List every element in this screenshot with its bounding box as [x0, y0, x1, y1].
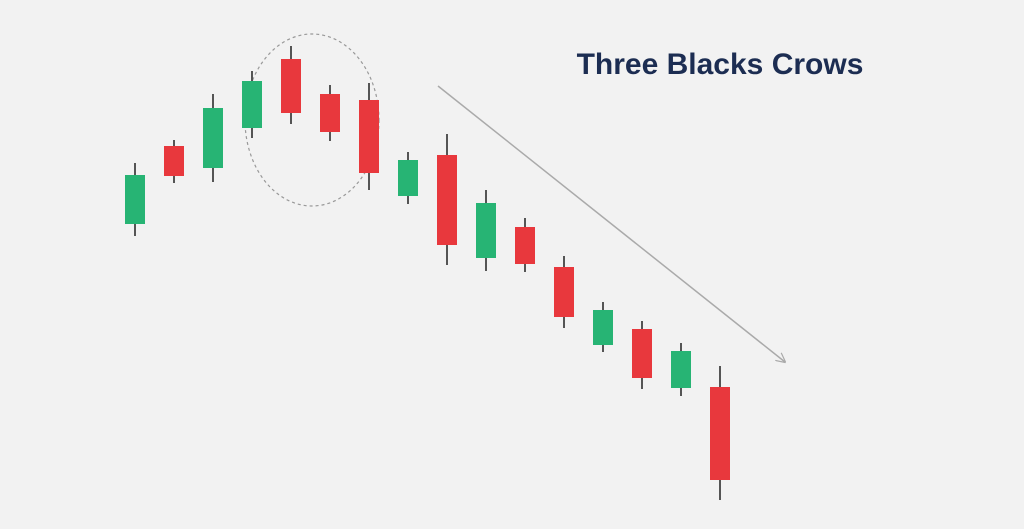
trend-arrow [437, 85, 785, 362]
candle-body [320, 94, 340, 132]
candle-body [125, 175, 145, 224]
candle-body [476, 203, 496, 258]
candle-body [398, 160, 418, 196]
candle-body [203, 108, 223, 168]
candles [125, 46, 730, 500]
candle-body [593, 310, 613, 345]
candle-body [671, 351, 691, 388]
candle-body [632, 329, 652, 378]
candle-body [242, 81, 262, 128]
candle-body [437, 155, 457, 245]
chart-title: Three Blacks Crows [577, 48, 864, 81]
candle-body [359, 100, 379, 173]
candle-body [515, 227, 535, 264]
candle-body [281, 59, 301, 113]
candle-body [164, 146, 184, 176]
candle-body [554, 267, 574, 317]
candle-body [710, 387, 730, 480]
